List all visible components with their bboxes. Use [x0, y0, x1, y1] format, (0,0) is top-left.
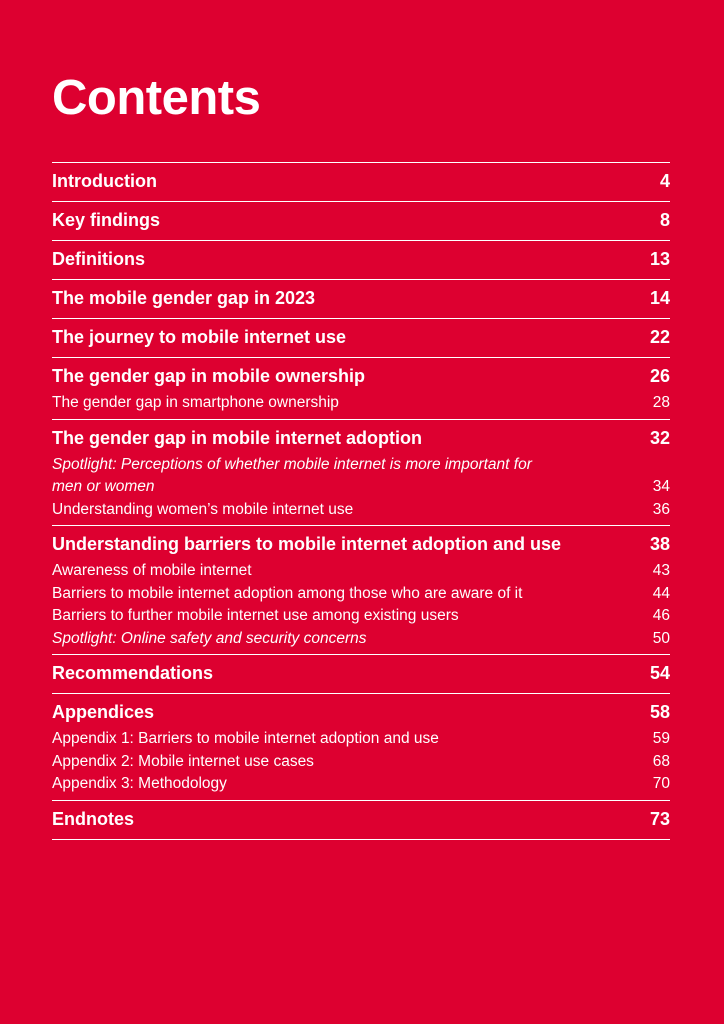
toc-subentry-label: Barriers to mobile internet adoption amo…: [52, 584, 523, 602]
toc-subentry-label: Spotlight: Online safety and security co…: [52, 629, 367, 647]
toc-subentry-page: 34: [652, 478, 670, 495]
toc-subentry-label: Barriers to further mobile internet use …: [52, 607, 459, 624]
toc-subentry[interactable]: Barriers to further mobile internet use …: [52, 605, 670, 628]
toc-section: Appendices 58 Appendix 1: Barriers to mobi…: [52, 693, 670, 800]
toc-entry[interactable]: The journey to mobile internet use 22: [52, 322, 670, 353]
toc-subentry-label: Appendix 2: Mobile internet use cases: [52, 752, 314, 770]
toc-entry-label: The gender gap in mobile internet adopti…: [52, 427, 423, 448]
toc-entry-page: 38: [649, 534, 670, 554]
toc-subentry[interactable]: Appendix 2: Mobile internet use cases 68: [52, 751, 670, 774]
toc-entry-label: Definitions: [52, 249, 145, 269]
toc-entry-label: Introduction: [52, 171, 157, 191]
toc-subentry-page: 50: [652, 629, 670, 647]
toc-subentry[interactable]: Understanding women’s mobile internet us…: [52, 499, 670, 522]
toc-section: The gender gap in mobile internet adopti…: [52, 418, 670, 526]
toc-entry-label: Endnotes: [52, 808, 135, 829]
toc-section: Recommendations 54: [52, 654, 670, 693]
toc-subentry-page: 44: [652, 584, 670, 602]
toc-entry[interactable]: Recommendations 54: [52, 658, 670, 689]
toc-subentry[interactable]: Appendix 3: Methodology 70: [52, 773, 670, 796]
toc-entry[interactable]: The gender gap in mobile ownership 26: [52, 361, 670, 392]
toc-entry-label: Key findings: [52, 210, 161, 230]
toc-section: The gender gap in mobile ownership 26 The …: [52, 357, 670, 419]
toc-subentry-page: 46: [652, 607, 670, 624]
page-title: Contents: [52, 71, 261, 125]
toc-subentry-page: 36: [652, 500, 670, 518]
toc-entry-label: Understanding barriers to mobile interne…: [52, 534, 562, 554]
toc-entry-page: 26: [649, 366, 670, 386]
toc-section: The journey to mobile internet use 22: [52, 318, 670, 357]
toc-entry-label: The gender gap in mobile ownership: [52, 366, 366, 386]
toc-entry-page: 22: [649, 327, 670, 347]
toc-subentry[interactable]: Spotlight: Perceptions of whether mobile…: [52, 454, 670, 499]
toc-subentry[interactable]: Spotlight: Online safety and security co…: [52, 628, 670, 651]
toc-entry[interactable]: The gender gap in mobile internet adopti…: [52, 423, 670, 454]
toc-entry[interactable]: Endnotes 73: [52, 804, 670, 835]
toc-entry-label: The mobile gender gap in 2023: [52, 288, 316, 308]
toc-section: Endnotes 73: [52, 799, 670, 839]
toc-subentry[interactable]: Awareness of mobile internet 43: [52, 560, 670, 583]
toc-subentry-label: Awareness of mobile internet: [52, 562, 252, 579]
toc-section: Understanding barriers to mobile interne…: [52, 525, 670, 654]
toc-subentry[interactable]: Appendix 1: Barriers to mobile internet …: [52, 728, 670, 751]
toc-entry-page: 32: [649, 427, 670, 448]
toc-subentry-label: Appendix 3: Methodology: [52, 775, 227, 792]
toc-entry-page: 13: [649, 249, 670, 269]
toc-subentry-label: Spotlight: Perceptions of whether mobile…: [52, 455, 532, 496]
toc-subentry-page: 59: [652, 730, 670, 747]
toc-entry[interactable]: Understanding barriers to mobile interne…: [52, 529, 670, 560]
toc-entry[interactable]: Appendices 58: [52, 697, 670, 728]
toc-subentry-label: Appendix 1: Barriers to mobile internet …: [52, 730, 439, 747]
toc-section: Key findings 8: [52, 201, 670, 240]
toc-entry-label: The journey to mobile internet use: [52, 327, 347, 347]
toc-entry[interactable]: Introduction 4: [52, 166, 670, 197]
toc-subentry-label: Understanding women’s mobile internet us…: [52, 500, 354, 518]
toc-subentry-page: 68: [652, 752, 670, 770]
toc-subentry-page: 28: [652, 394, 670, 411]
toc-entry-page: 73: [649, 808, 670, 829]
toc-entry[interactable]: Definitions 13: [52, 244, 670, 275]
toc-entry-page: 54: [649, 663, 670, 683]
toc-subentry[interactable]: The gender gap in smartphone ownership 28: [52, 392, 670, 415]
toc-entry-page: 4: [659, 171, 670, 191]
toc-entry-label: Recommendations: [52, 663, 214, 683]
toc-section: The mobile gender gap in 2023 14: [52, 279, 670, 318]
toc-subentry[interactable]: Barriers to mobile internet adoption amo…: [52, 583, 670, 606]
toc-entry-page: 14: [649, 288, 670, 308]
toc-entry[interactable]: The mobile gender gap in 2023 14: [52, 283, 670, 314]
toc-entry-label: Appendices: [52, 702, 155, 722]
toc-section: Introduction 4: [52, 162, 670, 201]
toc-subentry-label: The gender gap in smartphone ownership: [52, 394, 339, 411]
toc-section: Definitions 13: [52, 240, 670, 279]
toc-subentry-page: 43: [652, 562, 670, 579]
toc-subentry-page: 70: [652, 775, 670, 792]
toc-entry-page: 58: [649, 702, 670, 722]
toc-entry-page: 8: [659, 210, 670, 230]
toc-entry[interactable]: Key findings 8: [52, 205, 670, 236]
table-of-contents: Introduction 4 Key findings 8 Definitions 13 T…: [52, 162, 670, 840]
